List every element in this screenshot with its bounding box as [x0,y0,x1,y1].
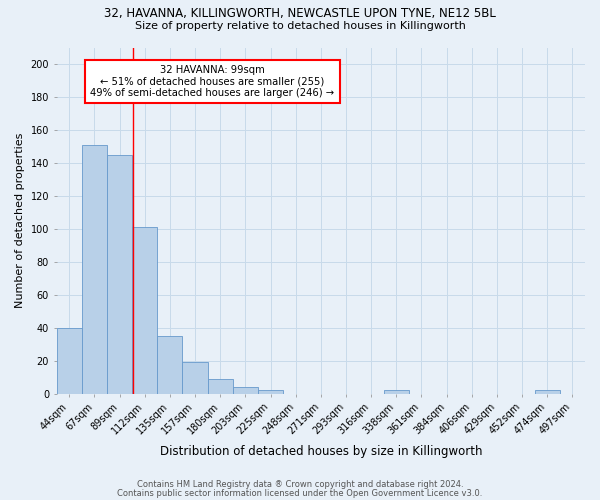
Bar [56,328,82,394]
Bar [157,336,182,394]
Text: Contains HM Land Registry data ® Crown copyright and database right 2024.: Contains HM Land Registry data ® Crown c… [137,480,463,489]
Text: 32, HAVANNA, KILLINGWORTH, NEWCASTLE UPON TYNE, NE12 5BL: 32, HAVANNA, KILLINGWORTH, NEWCASTLE UPO… [104,8,496,20]
Text: Contains public sector information licensed under the Open Government Licence v3: Contains public sector information licen… [118,488,482,498]
Bar [535,390,560,394]
Bar [258,390,283,394]
Y-axis label: Number of detached properties: Number of detached properties [15,133,25,308]
Text: Size of property relative to detached houses in Killingworth: Size of property relative to detached ho… [134,21,466,31]
Bar [384,390,409,394]
Bar [82,144,107,394]
Bar [233,387,258,394]
Bar [208,378,233,394]
Bar [132,227,157,394]
X-axis label: Distribution of detached houses by size in Killingworth: Distribution of detached houses by size … [160,444,482,458]
Bar [107,154,132,394]
Bar [182,362,208,394]
Text: 32 HAVANNA: 99sqm
← 51% of detached houses are smaller (255)
49% of semi-detache: 32 HAVANNA: 99sqm ← 51% of detached hous… [91,65,335,98]
